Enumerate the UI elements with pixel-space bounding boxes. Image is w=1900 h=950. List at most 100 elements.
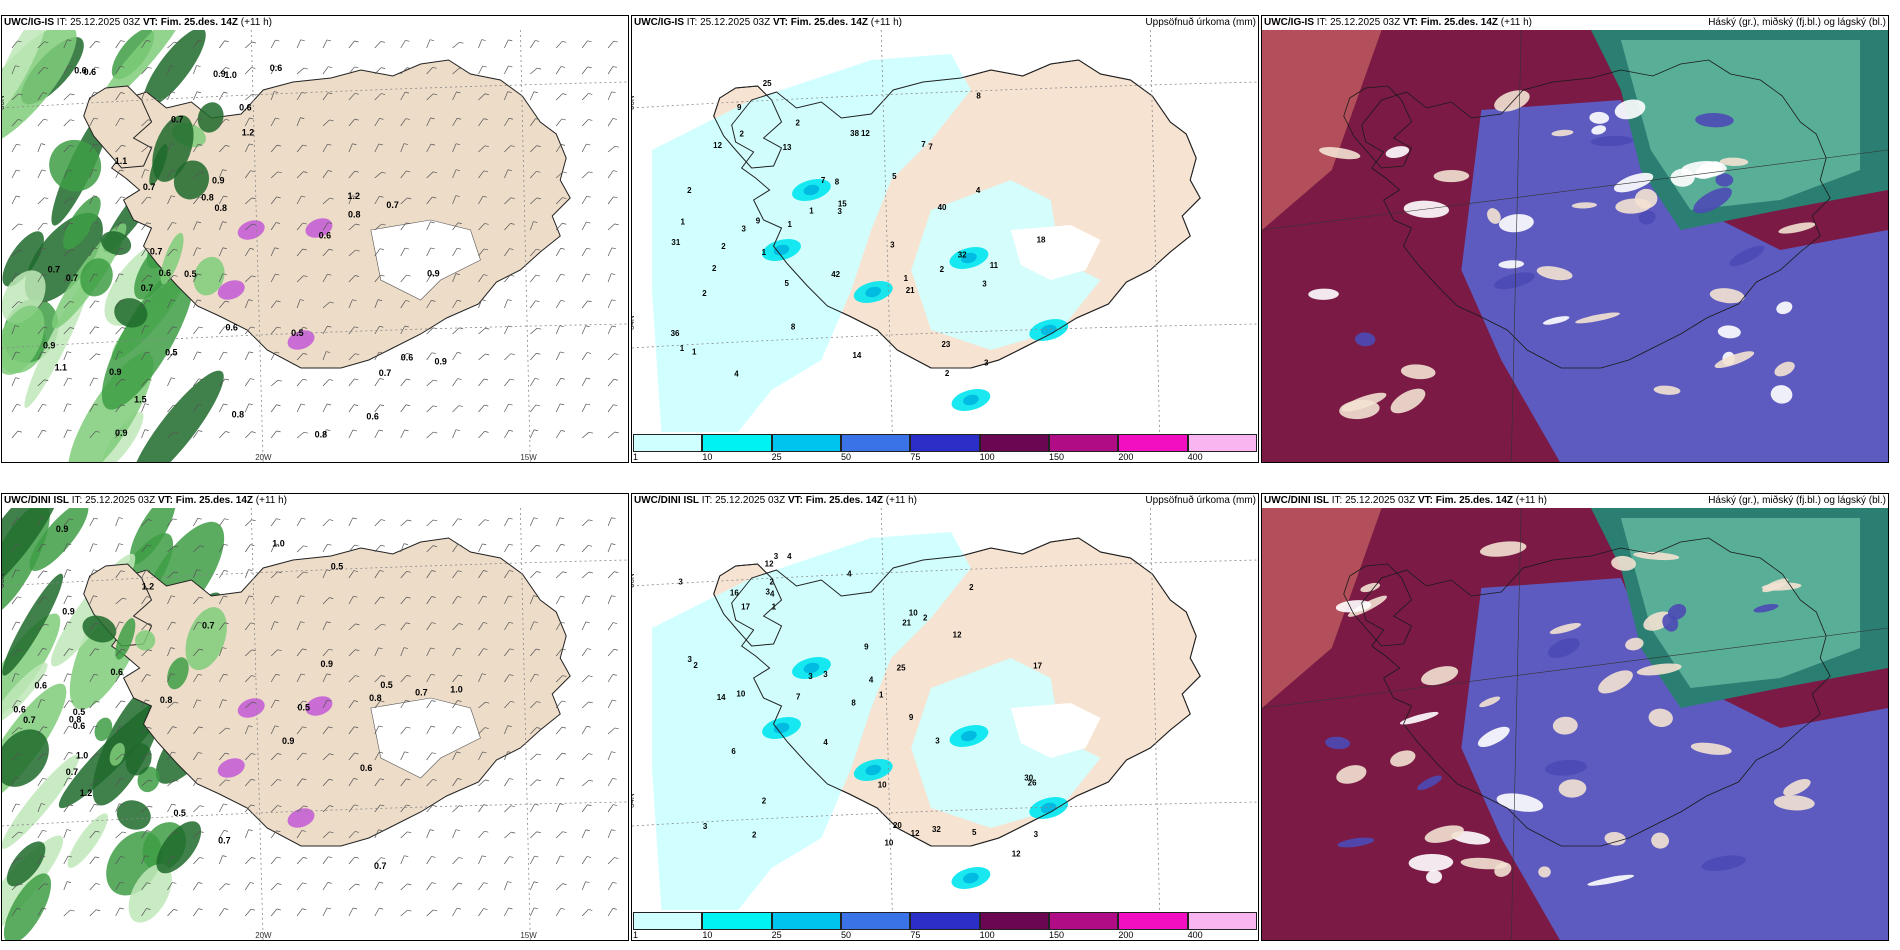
value-label: 0.8 (160, 695, 172, 705)
wind-barb-flag (225, 727, 231, 730)
precip-area-light (651, 54, 971, 440)
wind-barb-flag (274, 725, 279, 728)
wind-barb-flag (67, 377, 73, 380)
wind-barb (581, 93, 589, 101)
value-label: 17 (741, 603, 750, 612)
wind-barb (426, 327, 434, 335)
wind-barb (219, 779, 227, 787)
wind-barb (374, 248, 381, 257)
wind-barb (63, 881, 68, 891)
heavy-precip-cell (237, 698, 265, 718)
wind-barb (167, 803, 173, 813)
value-label: 21 (902, 618, 911, 627)
wind-barb-flag (482, 65, 487, 68)
wind-barb-flag (586, 403, 591, 406)
precip-shading (173, 160, 210, 200)
value-label: 0.6 (239, 102, 251, 112)
wind-barb-flag (147, 275, 152, 277)
cloud-patch (1424, 825, 1464, 843)
wind-barb-flag (380, 274, 385, 277)
wind-barb (193, 171, 201, 179)
wind-barb-flag (585, 595, 591, 598)
wind-barb-flag (614, 571, 619, 573)
wind-barb (193, 674, 199, 683)
wind-barb-flag (223, 543, 229, 546)
wind-barb (322, 222, 329, 231)
wind-barb (141, 300, 147, 309)
cloud-patch (1778, 222, 1816, 234)
value-label: 3 (823, 670, 828, 679)
wind-barb (400, 804, 407, 813)
precip-shading (109, 742, 125, 766)
wind-barb (581, 909, 589, 917)
cloud-patch (1719, 157, 1749, 166)
value-label: 8 (976, 91, 981, 100)
wind-barb-flag (508, 907, 513, 910)
wind-barb-flag (405, 300, 410, 302)
wind-barb-flag (457, 778, 462, 780)
wind-barb-flag (405, 404, 411, 407)
wind-barb-flag (614, 727, 619, 730)
value-label: 0.7 (374, 861, 386, 871)
value-label: 0.9 (62, 606, 74, 616)
wind-barb (11, 195, 17, 205)
value-label: 12 (861, 129, 870, 138)
wind-barb-flag (67, 39, 72, 42)
cloud-patch (1717, 325, 1741, 339)
value-label: 30 (1024, 773, 1033, 782)
value-label: 23 (942, 340, 951, 349)
wind-barb (322, 301, 330, 309)
wind-barb-flag (403, 647, 408, 649)
wind-barb (11, 430, 19, 439)
value-label: 3 (774, 552, 779, 561)
wind-barb (426, 93, 434, 101)
wind-barb-flag (198, 196, 204, 199)
wind-barb-flag (379, 378, 384, 380)
cloud-patch (1611, 555, 1636, 571)
wind-barb-flag (378, 725, 383, 728)
wind-barb-flag (119, 881, 125, 884)
wind-barb-flag (329, 597, 334, 599)
cloud-patch (1477, 726, 1510, 748)
wind-barb (296, 752, 304, 761)
wind-barb (167, 377, 172, 387)
cloud-patch (1762, 578, 1789, 593)
wind-barb-flag (612, 908, 617, 910)
wind-barb (452, 623, 460, 631)
wind-barb-flag (43, 726, 48, 729)
wind-barb (219, 431, 226, 439)
wind-barb-flag (433, 171, 438, 174)
wind-barb-flag (277, 779, 282, 781)
wind-barb-flag (536, 544, 541, 547)
wind-barb (322, 351, 327, 361)
wind-barb (530, 571, 537, 579)
wind-barb-flag (354, 40, 359, 43)
wind-barb-flag (171, 195, 176, 198)
wind-barb (348, 143, 353, 153)
wind-barb (348, 778, 354, 787)
wind-barb-flag (587, 66, 592, 69)
precip-shading (29, 508, 89, 572)
wind-barb (581, 779, 590, 787)
wind-barb-flag (586, 221, 591, 224)
value-label: 2 (693, 661, 698, 670)
wind-barb (555, 726, 563, 735)
wind-barb (270, 518, 277, 527)
wind-barb-flag (198, 378, 203, 381)
wind-barb-flag (533, 621, 538, 624)
wind-barb (478, 170, 485, 179)
wind-barb (555, 223, 563, 231)
cloud-patch (1701, 855, 1746, 871)
wind-barb (270, 595, 276, 605)
wind-barb-flag (197, 621, 202, 624)
wind-barb-flag (537, 67, 542, 70)
map-area: 3 1 12 3 2 1 8 5 2 1 1 12 13 3 2 15 25 23 4 7 8 40 42 7 14 11 21 38… (632, 30, 1258, 462)
wind-barb-flag (588, 431, 594, 434)
wind-barb (607, 325, 613, 335)
wind-barb-flag (379, 907, 384, 910)
precip-core-inner (773, 244, 790, 256)
wind-barb (452, 857, 459, 865)
wind-barb (581, 431, 590, 439)
wind-barb-flag (223, 830, 229, 832)
wind-barb (374, 223, 382, 231)
